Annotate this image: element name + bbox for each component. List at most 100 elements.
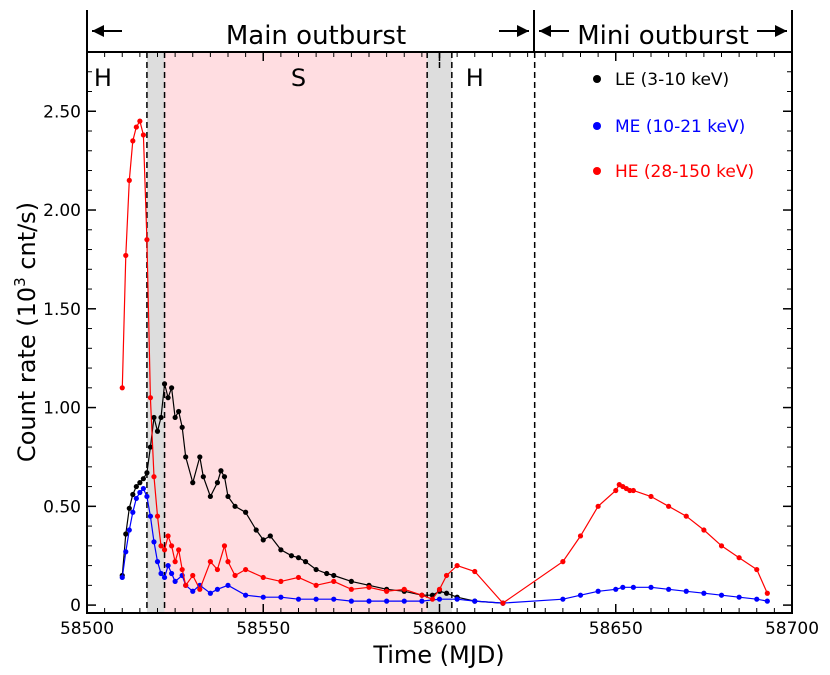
data-point: [140, 485, 146, 492]
data-point: [119, 574, 125, 581]
data-point: [126, 177, 132, 183]
legend-label-le: LE (3-10 keV): [615, 70, 729, 90]
data-point: [384, 588, 390, 594]
data-point: [295, 574, 302, 581]
data-point: [472, 568, 478, 575]
data-point: [348, 578, 354, 584]
data-point: [683, 588, 689, 594]
data-point: [179, 566, 185, 573]
x-axis-label: Time (MJD): [372, 641, 504, 669]
data-point: [754, 566, 760, 573]
x-tick-label: 58700: [765, 619, 819, 639]
data-point: [154, 559, 161, 565]
data-point: [137, 489, 143, 496]
data-point: [313, 582, 319, 588]
data-point: [133, 483, 139, 490]
data-point: [144, 493, 150, 500]
legend-marker-me: [593, 122, 601, 130]
data-point: [169, 543, 175, 549]
y-axis-label: Count rate (103 cnt/s): [11, 202, 41, 462]
data-point: [764, 590, 770, 596]
series-line-0: [121, 383, 503, 604]
data-point: [560, 559, 566, 565]
data-point: [119, 385, 125, 391]
data-point: [260, 537, 266, 543]
main-outburst-label: Main outburst: [226, 21, 406, 51]
data-point: [401, 598, 407, 604]
data-point: [151, 539, 157, 545]
data-point: [454, 562, 460, 569]
data-point: [267, 533, 273, 539]
data-point: [190, 480, 196, 486]
x-tick-label: 58650: [589, 619, 643, 639]
data-point: [161, 547, 168, 553]
data-point: [123, 252, 129, 259]
data-point: [176, 408, 182, 415]
data-point: [436, 586, 443, 592]
legend-label-me: ME (10-21 keV): [615, 117, 745, 137]
data-point: [123, 549, 129, 555]
data-point: [243, 509, 249, 515]
data-point: [197, 586, 203, 592]
y-axis-label-tail: cnt/s): [13, 202, 41, 277]
data-point: [331, 572, 337, 579]
y-tick-label: 1.50: [43, 300, 81, 320]
legend-label-he: HE (28-150 keV): [615, 162, 754, 182]
data-point: [348, 598, 354, 604]
data-point: [500, 600, 506, 606]
data-point: [154, 428, 161, 434]
data-point: [147, 395, 154, 401]
data-point: [331, 596, 337, 602]
data-point: [313, 596, 319, 602]
data-point: [419, 592, 425, 598]
data-point: [313, 566, 319, 573]
data-point: [126, 527, 132, 533]
data-point: [366, 598, 372, 604]
data-point: [158, 543, 164, 549]
data-point: [130, 491, 136, 498]
data-point: [165, 533, 171, 539]
data-point: [443, 590, 450, 596]
y-tick-label: 1.00: [43, 399, 81, 419]
x-tick-label: 58500: [60, 619, 114, 639]
data-point: [253, 527, 259, 533]
data-point: [161, 381, 168, 387]
legend-marker-le: [593, 75, 601, 83]
data-point: [144, 237, 150, 243]
state-boundaries: [146, 52, 536, 613]
data-point: [443, 572, 450, 579]
data-point: [221, 474, 228, 480]
data-point: [147, 444, 154, 450]
data-point: [137, 118, 143, 124]
data-point: [137, 480, 143, 486]
data-point: [151, 474, 157, 480]
data-point: [401, 586, 407, 592]
shaded-region-2: [427, 52, 452, 613]
mini-outburst-left-arrow: [539, 25, 569, 37]
data-point: [384, 598, 390, 604]
x-tick-label: 58600: [412, 619, 466, 639]
data-point: [419, 598, 425, 604]
data-point: [302, 559, 309, 565]
axis-ticks: 58500 58550 58600 58650 58700 0 0.50 1.00 1.50 2.…: [43, 52, 819, 639]
data-point: [221, 543, 228, 549]
data-point: [718, 543, 725, 549]
data-point: [454, 596, 460, 602]
data-point: [288, 553, 295, 559]
data-point: [133, 495, 139, 502]
state-label-1: S: [291, 64, 306, 92]
shaded-region-0: [146, 52, 165, 613]
data-point: [172, 559, 178, 565]
data-point: [123, 531, 129, 537]
main-outburst-left-arrow: [92, 25, 122, 37]
series-line-1: [121, 487, 768, 604]
data-point: [366, 584, 372, 590]
y-axis-label-sup: 3: [11, 277, 29, 287]
shaded-regions: [146, 52, 452, 613]
data-point: [169, 385, 175, 391]
data-point: [190, 588, 196, 594]
data-point: [666, 503, 672, 509]
data-point: [701, 590, 707, 596]
data-point: [613, 586, 619, 592]
